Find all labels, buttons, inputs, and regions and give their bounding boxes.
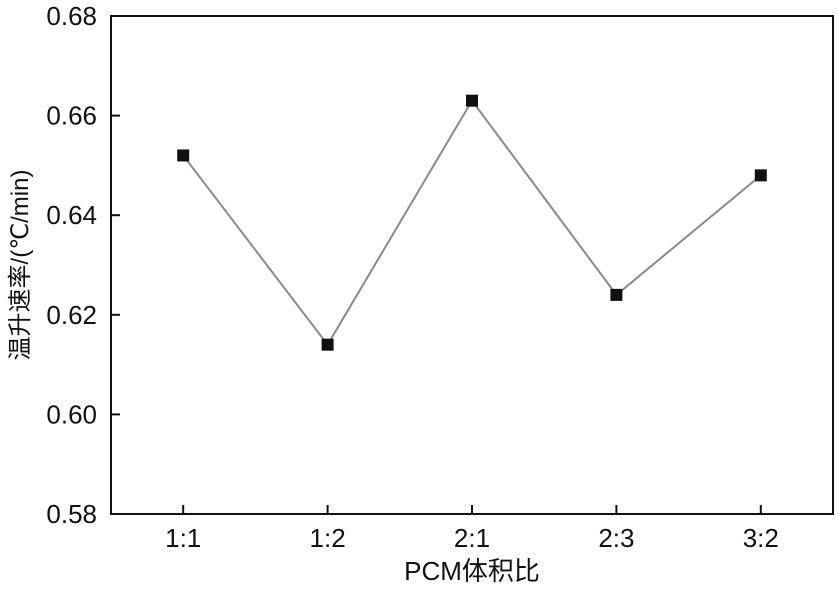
y-axis-label: 温升速率/(℃/min) — [7, 170, 34, 361]
x-tick-label: 2:1 — [454, 523, 490, 553]
y-tick-label: 0.64 — [46, 200, 97, 230]
x-tick-label: 2:3 — [598, 523, 634, 553]
data-point-2-1 — [466, 94, 478, 107]
series-line — [182, 98, 762, 347]
x-tick-label: 3:2 — [743, 523, 779, 553]
x-tick-label: 1:1 — [165, 523, 201, 553]
y-tick-label: 0.60 — [46, 399, 97, 429]
x-axis-label: PCM体积比 — [404, 556, 540, 585]
y-tick-label: 0.68 — [46, 1, 97, 31]
plot-frame — [110, 15, 834, 515]
x-tick-label: 1:2 — [310, 523, 346, 553]
y-tick-label: 0.58 — [46, 499, 97, 529]
data-point-1-1 — [177, 149, 190, 162]
y-tick-label: 0.66 — [46, 101, 97, 131]
y-tick-label: 0.62 — [46, 300, 97, 330]
data-point-1-2 — [321, 338, 334, 351]
data-point-2-3 — [610, 288, 623, 301]
data-point-3-2 — [754, 169, 767, 182]
